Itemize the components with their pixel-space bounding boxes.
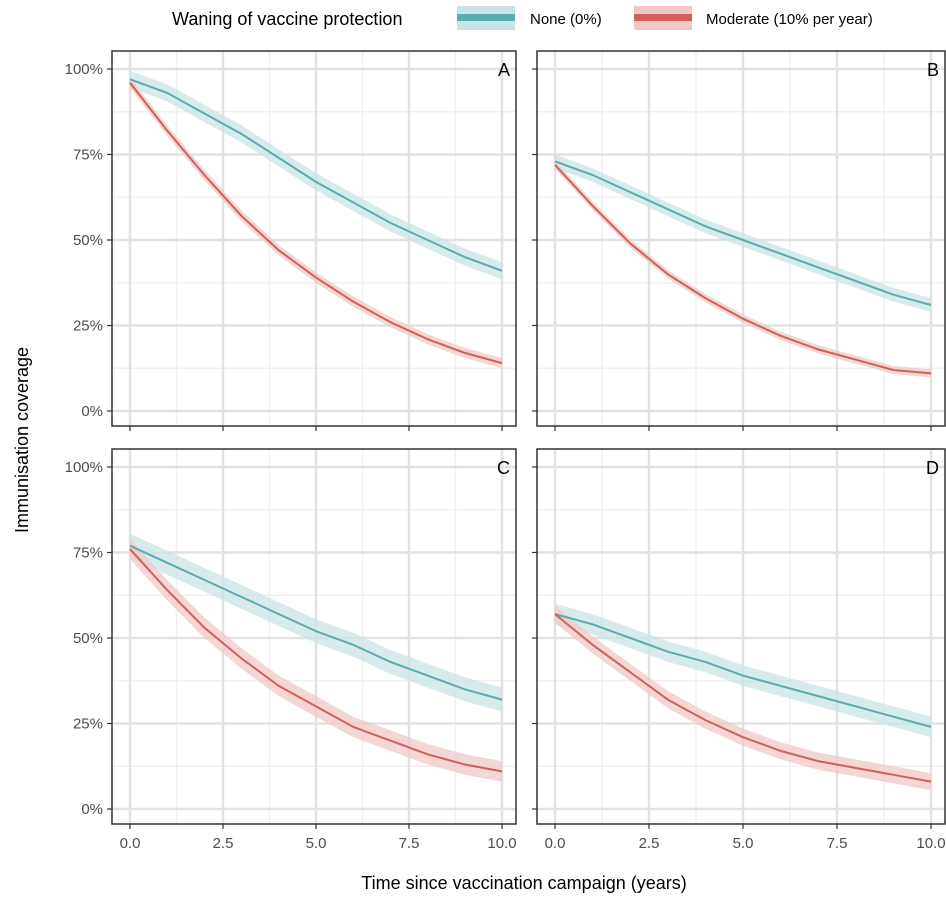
band-moderate [130, 538, 502, 782]
panel-tag: B [927, 60, 939, 80]
x-tick-label: 5.0 [733, 835, 754, 852]
panel-border [536, 50, 946, 427]
y-tick-label: 0% [81, 801, 103, 818]
legend-label-moderate: Moderate (10% per year) [706, 11, 873, 28]
series-line-none [554, 160, 932, 306]
panel-tag: C [497, 458, 510, 478]
x-tick-label: 0.0 [120, 835, 141, 852]
legend-key-line-moderate [634, 14, 692, 21]
x-tick-label: 0.0 [545, 835, 566, 852]
panel-tag: D [926, 458, 939, 478]
series-line-moderate [129, 548, 503, 773]
panels-layer: A 0% 25% 50% 75% 100% B C 0% 25% 50% 75% 100% 0.0 2.5 5… [65, 50, 946, 852]
band-none [130, 533, 502, 712]
panel-background [112, 51, 516, 426]
series-line-moderate [554, 164, 932, 375]
legend-key-line-none [457, 14, 515, 21]
x-tick-label: 7.5 [399, 835, 420, 852]
panel-border [536, 448, 946, 825]
series-line-none [554, 613, 932, 728]
legend-title: Waning of vaccine protection [172, 9, 402, 29]
legend-label-none: None (0%) [530, 11, 602, 28]
y-tick-label: 50% [73, 232, 103, 249]
y-tick-label: 100% [65, 459, 103, 476]
panel-tag: A [498, 60, 510, 80]
series-line-moderate [129, 82, 503, 365]
x-tick-label: 10.0 [487, 835, 516, 852]
legend-entry-moderate: Moderate (10% per year) [634, 6, 873, 30]
x-tick-label: 7.5 [827, 835, 848, 852]
series-line-moderate [554, 613, 932, 783]
y-tick-label: 25% [73, 318, 103, 335]
x-axis-title: Time since vaccination campaign (years) [361, 873, 686, 893]
y-tick-label: 75% [73, 147, 103, 164]
x-tick-label: 2.5 [639, 835, 660, 852]
x-tick-label: 2.5 [213, 835, 234, 852]
series-line-none [129, 544, 503, 701]
panel-c: C 0% 25% 50% 75% 100% 0.0 2.5 5.0 7.5 10.0 [65, 448, 517, 852]
band-none [555, 154, 931, 312]
y-tick-label: 75% [73, 545, 103, 562]
series-line-none [129, 78, 503, 272]
y-axis-title: Immunisation coverage [12, 347, 32, 533]
band-none [555, 603, 931, 738]
panel-d: D 0.0 2.5 5.0 7.5 10.0 [532, 448, 946, 852]
legend-entry-none: None (0%) [457, 6, 602, 30]
panel-b: B [532, 50, 946, 431]
panel-border [111, 50, 517, 427]
y-tick-label: 50% [73, 630, 103, 647]
y-tick-label: 25% [73, 716, 103, 733]
panel-a: A 0% 25% 50% 75% 100% [65, 50, 517, 431]
x-tick-label: 10.0 [916, 835, 945, 852]
y-tick-label: 100% [65, 61, 103, 78]
band-moderate [555, 605, 931, 791]
panel-border [111, 448, 517, 825]
x-tick-label: 5.0 [306, 835, 327, 852]
y-tick-label: 0% [81, 403, 103, 420]
legend: Waning of vaccine protection None (0%) M… [172, 6, 873, 30]
